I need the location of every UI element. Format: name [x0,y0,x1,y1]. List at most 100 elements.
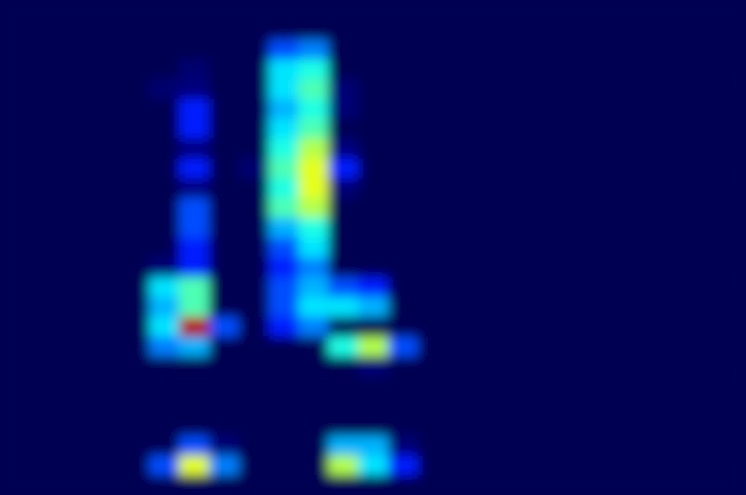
cell [388,218,418,238]
cell [119,257,149,277]
cell [448,416,478,436]
cell [298,416,328,436]
cell [298,376,328,396]
cell [716,396,746,416]
cell [448,59,478,79]
cell [537,337,567,357]
cell [239,119,269,139]
cell [60,0,90,20]
cell [239,455,269,475]
cell [179,59,209,79]
cell [627,277,657,297]
cell [328,356,358,376]
cell [388,475,418,495]
cell [448,0,478,20]
cell [716,416,746,436]
cell [298,198,328,218]
cell [269,79,299,99]
cell [30,139,60,159]
cell [358,0,388,20]
cell [686,158,716,178]
cell [30,158,60,178]
cell [149,416,179,436]
cell [448,40,478,60]
cell [149,257,179,277]
cell [627,396,657,416]
cell [60,119,90,139]
cell [298,178,328,198]
cell [448,238,478,258]
cell [60,198,90,218]
cell [209,257,239,277]
cell [358,238,388,258]
cell [597,436,627,456]
cell [0,79,30,99]
cell [567,475,597,495]
cell [507,455,537,475]
cell [358,178,388,198]
cell [179,20,209,40]
cell [60,59,90,79]
cell [716,257,746,277]
cell [627,475,657,495]
cell [388,277,418,297]
cell [716,356,746,376]
cell [209,178,239,198]
cell [328,257,358,277]
cell [209,158,239,178]
cell [418,139,448,159]
cell [30,376,60,396]
cell [0,277,30,297]
cell [448,158,478,178]
cell [90,0,120,20]
cell [507,238,537,258]
cell [60,158,90,178]
cell [567,396,597,416]
cell [60,396,90,416]
cells [0,0,746,495]
cell [388,317,418,337]
cell [686,277,716,297]
cell [358,475,388,495]
cell [448,317,478,337]
cell [716,59,746,79]
cell [656,139,686,159]
cell [209,0,239,20]
cell [149,337,179,357]
cell [716,0,746,20]
cell [716,376,746,396]
cell [90,40,120,60]
cell [686,218,716,238]
cell [597,198,627,218]
cell [298,119,328,139]
cell [627,158,657,178]
cell [537,20,567,40]
cell [567,277,597,297]
cell [30,396,60,416]
heatmap-chart [0,0,746,495]
cell [0,436,30,456]
cell [179,297,209,317]
cell [119,475,149,495]
cell [656,99,686,119]
cell [597,337,627,357]
cell [149,356,179,376]
cell [239,158,269,178]
cell [656,198,686,218]
cell [537,99,567,119]
cell [597,238,627,258]
cell [209,277,239,297]
cell [656,79,686,99]
cell [149,178,179,198]
cell [149,376,179,396]
cell [656,40,686,60]
cell [716,218,746,238]
cell [149,396,179,416]
cell [209,218,239,238]
cell [269,257,299,277]
cell [298,20,328,40]
cell [418,455,448,475]
cell [418,317,448,337]
cell [656,238,686,258]
cell [149,119,179,139]
